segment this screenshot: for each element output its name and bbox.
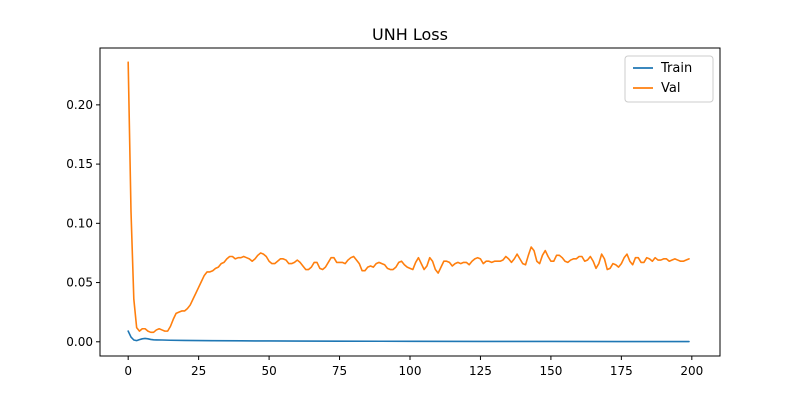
y-tick-label: 0.00 — [66, 335, 93, 349]
y-tick-label: 0.15 — [66, 157, 93, 171]
x-tick-label: 150 — [539, 364, 562, 378]
legend: Train Val — [624, 55, 714, 103]
y-tick-label: 0.05 — [66, 276, 93, 290]
y-tick-label: 0.20 — [66, 98, 93, 112]
series-line-train — [127, 330, 690, 343]
x-axis-ticks: 0 25 50 75 100 125 150 175 200 — [124, 356, 703, 378]
plot-frame — [99, 47, 721, 357]
y-tick-label: 0.10 — [66, 216, 93, 230]
x-tick-label: 75 — [332, 364, 347, 378]
legend-label-train: Train — [660, 61, 692, 76]
legend-label-val: Val — [661, 81, 680, 96]
x-tick-label: 25 — [191, 364, 206, 378]
x-tick-label: 0 — [124, 364, 132, 378]
x-tick-label: 175 — [610, 364, 633, 378]
x-tick-label: 125 — [469, 364, 492, 378]
x-tick-label: 100 — [399, 364, 422, 378]
x-tick-label: 200 — [680, 364, 703, 378]
x-tick-label: 50 — [261, 364, 276, 378]
chart-title: UNH Loss — [372, 25, 448, 44]
series-layer — [127, 61, 690, 343]
y-axis-ticks: 0.00 0.05 0.10 0.15 0.20 — [66, 98, 100, 349]
series-line-val — [127, 61, 690, 334]
